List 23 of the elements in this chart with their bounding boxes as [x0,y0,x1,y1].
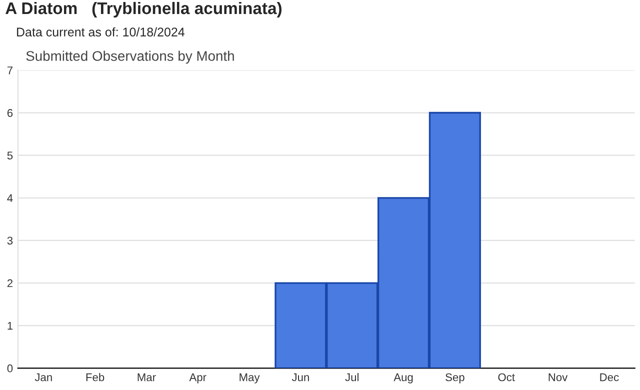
text: Submitted Observations by Month [26,50,234,64]
x-tick-label: Jan [34,373,52,382]
x-tick-label: Jun [292,373,309,382]
y-tick-label: 7 [7,66,12,74]
x-tick-label: Nov [548,373,568,382]
chart-title: A Diatom (Tryblionella acuminata) [6,2,282,18]
x-tick-label: May [240,373,260,384]
y-tick-label: 5 [7,152,13,160]
x-tick-label: Dec [600,373,619,382]
x-tick-label: Mar [138,373,156,382]
x-tick-label: Oct [498,373,515,382]
x-tick-label: Jul [345,373,358,382]
chart-subtitle: Data current as of: 10/18/2024 [17,27,184,36]
x-tick-label: Aug [394,373,413,384]
y-tick-label: 4 [7,194,13,202]
x-tick-label: Feb [86,373,104,382]
y-tick-label: 6 [7,109,13,117]
x-tick-label: Apr [189,373,206,384]
x-tick-label: Sep [446,373,464,384]
y-tick-label: 3 [7,236,13,245]
y-tick-label: 2 [7,279,12,288]
y-tick-label: 0 [7,364,13,372]
y-tick-label: 1 [8,322,13,330]
